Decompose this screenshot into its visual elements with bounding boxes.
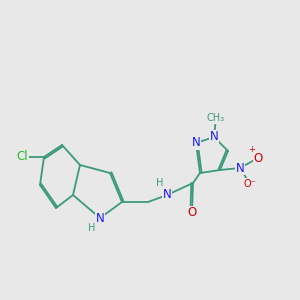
Text: CH₃: CH₃	[207, 113, 225, 123]
Text: N: N	[192, 136, 200, 149]
Text: N: N	[163, 188, 171, 202]
Text: N: N	[210, 130, 218, 143]
Text: O: O	[188, 206, 196, 220]
Text: O: O	[254, 152, 262, 164]
Text: +: +	[249, 146, 255, 154]
Text: N: N	[236, 161, 244, 175]
Text: H: H	[88, 223, 96, 233]
Text: O⁻: O⁻	[244, 179, 256, 189]
Text: N: N	[96, 212, 104, 224]
Text: H: H	[156, 178, 164, 188]
Text: Cl: Cl	[16, 151, 28, 164]
